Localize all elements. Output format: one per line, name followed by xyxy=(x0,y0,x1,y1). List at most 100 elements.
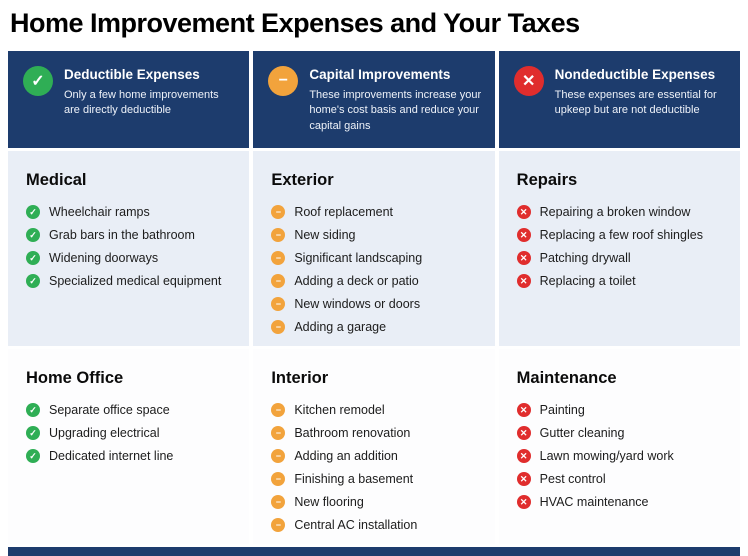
x-icon: ✕ xyxy=(516,472,531,486)
item-text: Lawn mowing/yard work xyxy=(539,449,674,463)
item-text: Finishing a basement xyxy=(294,472,414,486)
item-text: Specialized medical equipment xyxy=(49,274,222,288)
list-item: − Finishing a basement xyxy=(271,472,480,486)
column-subtitle: Only a few home improvements are directl… xyxy=(64,89,219,117)
item-text: Central AC installation xyxy=(294,518,418,532)
check-icon: ✓ xyxy=(26,403,40,417)
column-subtitle: These improvements increase your home's … xyxy=(309,89,482,132)
minus-icon: − xyxy=(271,205,286,219)
section-exterior: Exterior − Roof replacement − New siding… xyxy=(253,151,495,346)
item-list: − Kitchen remodel − Bathroom renovation … xyxy=(271,403,480,532)
item-text: Upgrading electrical xyxy=(49,426,160,440)
body-row-1: Medical ✓ Wheelchair ramps ✓ Grab bars i… xyxy=(8,151,740,346)
item-list: − Roof replacement − New siding − Signif… xyxy=(271,205,480,334)
item-text: Adding an addition xyxy=(294,449,398,463)
item-text: Kitchen remodel xyxy=(294,403,385,417)
section-maintenance: Maintenance ✕ Painting ✕ Gutter cleaning… xyxy=(498,349,740,544)
item-text: Wheelchair ramps xyxy=(49,205,150,219)
minus-icon: − xyxy=(271,495,286,509)
list-item: ✕ HVAC maintenance xyxy=(516,495,726,509)
list-item: ✕ Pest control xyxy=(516,472,726,486)
list-item: − Roof replacement xyxy=(271,205,480,219)
list-item: − Adding a garage xyxy=(271,320,480,334)
section-heading: Interior xyxy=(271,369,329,387)
check-icon: ✓ xyxy=(26,449,40,463)
item-list: ✓ Wheelchair ramps ✓ Grab bars in the ba… xyxy=(26,205,235,288)
check-icon: ✓ xyxy=(26,426,40,440)
list-item: ✓ Grab bars in the bathroom xyxy=(26,228,235,242)
section-heading: Repairs xyxy=(516,171,578,189)
minus-icon: − xyxy=(271,518,286,532)
list-item: ✕ Replacing a toilet xyxy=(516,274,726,288)
item-text: Widening doorways xyxy=(49,251,159,265)
section-heading: Medical xyxy=(26,171,87,189)
comparison-table: ✓ Deductible Expenses Only a few home im… xyxy=(8,51,740,556)
x-icon: ✕ xyxy=(516,251,531,265)
list-item: ✓ Upgrading electrical xyxy=(26,426,235,440)
list-item: ✕ Patching drywall xyxy=(516,251,726,265)
item-text: Roof replacement xyxy=(294,205,393,219)
list-item: ✕ Replacing a few roof shingles xyxy=(516,228,726,242)
list-item: ✕ Repairing a broken window xyxy=(516,205,726,219)
item-text: Patching drywall xyxy=(539,251,631,265)
item-text: Replacing a toilet xyxy=(539,274,636,288)
list-item: − Significant landscaping xyxy=(271,251,480,265)
column-subtitle: These expenses are essential for upkeep … xyxy=(554,89,717,117)
minus-icon: − xyxy=(271,320,286,334)
item-text: Painting xyxy=(539,403,585,417)
minus-icon: − xyxy=(271,274,286,288)
list-item: − Adding a deck or patio xyxy=(271,274,480,288)
list-item: − New flooring xyxy=(271,495,480,509)
list-item: ✓ Dedicated internet line xyxy=(26,449,235,463)
item-text: Replacing a few roof shingles xyxy=(539,228,703,242)
minus-icon: − xyxy=(271,297,286,311)
list-item: − Central AC installation xyxy=(271,518,480,532)
x-icon: ✕ xyxy=(516,274,531,288)
section-heading: Home Office xyxy=(26,369,124,387)
column-title: Capital Improvements xyxy=(309,67,451,82)
list-item: ✕ Lawn mowing/yard work xyxy=(516,449,726,463)
list-item: ✕ Painting xyxy=(516,403,726,417)
item-list: ✕ Painting ✕ Gutter cleaning ✕ Lawn mowi… xyxy=(516,403,726,509)
minus-icon: − xyxy=(271,449,286,463)
minus-circle-icon: − xyxy=(268,66,299,96)
item-list: ✕ Repairing a broken window ✕ Replacing … xyxy=(516,205,726,288)
column-header-capital: − Capital Improvements These improvement… xyxy=(253,51,495,148)
section-interior: Interior − Kitchen remodel − Bathroom re… xyxy=(253,349,495,544)
item-text: Significant landscaping xyxy=(294,251,423,265)
x-icon: ✕ xyxy=(516,426,531,440)
check-circle-icon: ✓ xyxy=(23,66,53,96)
list-item: − Adding an addition xyxy=(271,449,480,463)
header-text: Nondeductible Expenses These expenses ar… xyxy=(555,64,728,119)
item-text: Dedicated internet line xyxy=(49,449,174,463)
list-item: ✓ Wheelchair ramps xyxy=(26,205,235,219)
item-text: New siding xyxy=(294,228,356,242)
list-item: ✓ Widening doorways xyxy=(26,251,235,265)
column-title: Deductible Expenses xyxy=(64,67,200,82)
check-icon: ✓ xyxy=(26,205,40,219)
minus-icon: − xyxy=(271,403,286,417)
item-text: New flooring xyxy=(294,495,364,509)
x-icon: ✕ xyxy=(516,205,531,219)
x-icon: ✕ xyxy=(516,495,531,509)
item-text: Gutter cleaning xyxy=(539,426,625,440)
list-item: − New windows or doors xyxy=(271,297,480,311)
x-icon: ✕ xyxy=(516,449,531,463)
list-item: − Kitchen remodel xyxy=(271,403,480,417)
item-text: Repairing a broken window xyxy=(539,205,691,219)
minus-icon: − xyxy=(271,251,286,265)
x-icon: ✕ xyxy=(516,403,531,417)
section-home-office: Home Office ✓ Separate office space ✓ Up… xyxy=(8,349,250,544)
item-list: ✓ Separate office space ✓ Upgrading elec… xyxy=(26,403,235,463)
column-header-nondeductible: ✕ Nondeductible Expenses These expenses … xyxy=(498,51,740,148)
item-text: New windows or doors xyxy=(294,297,421,311)
x-icon: ✕ xyxy=(516,228,531,242)
column-title: Nondeductible Expenses xyxy=(554,67,716,82)
list-item: ✓ Specialized medical equipment xyxy=(26,274,235,288)
column-header-deductible: ✓ Deductible Expenses Only a few home im… xyxy=(8,51,250,148)
item-text: Separate office space xyxy=(49,403,170,417)
list-item: ✓ Separate office space xyxy=(26,403,235,417)
x-circle-icon: ✕ xyxy=(513,66,544,96)
item-text: Adding a garage xyxy=(294,320,387,334)
